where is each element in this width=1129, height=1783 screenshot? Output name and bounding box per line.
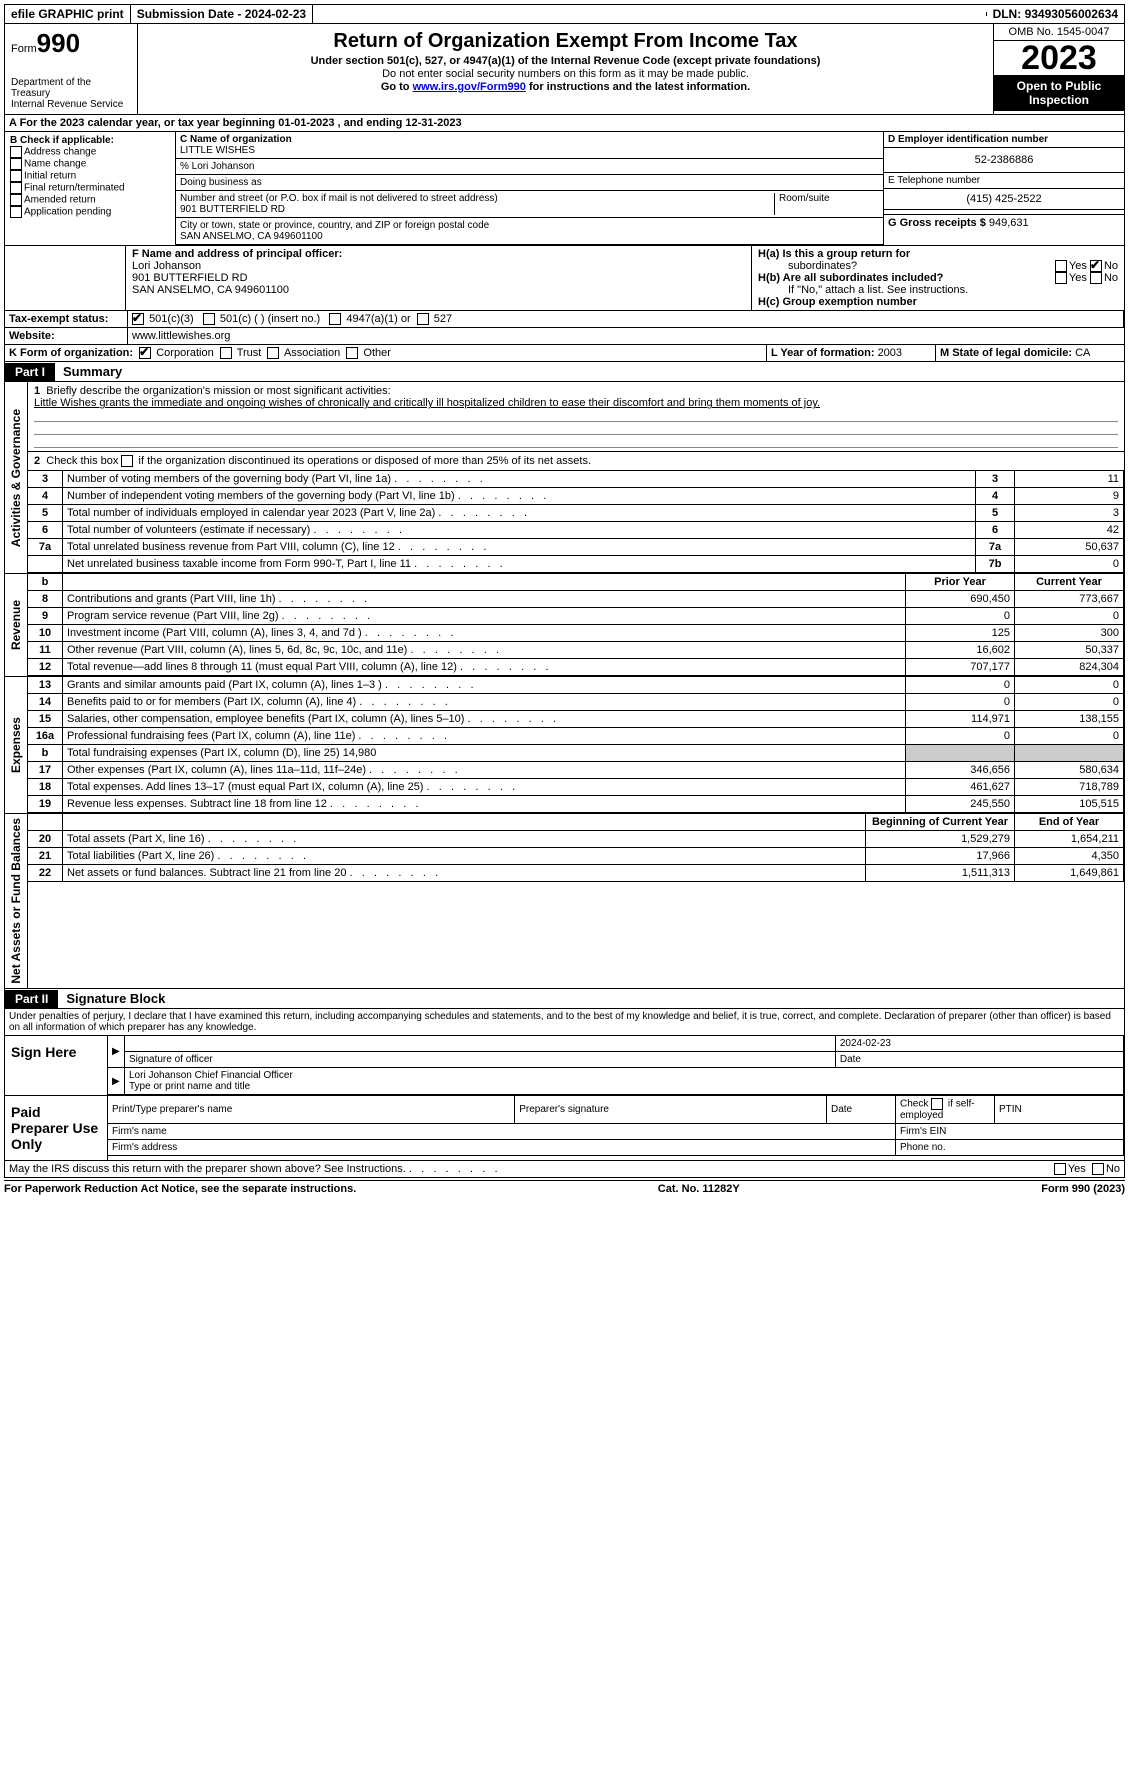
section-f: F Name and address of principal officer:… [126,246,751,310]
submission-date: Submission Date - 2024-02-23 [131,5,313,23]
subtitle-3: Go to www.irs.gov/Form990 for instructio… [146,81,985,93]
fh-block: F Name and address of principal officer:… [4,246,1125,311]
footer: For Paperwork Reduction Act Notice, see … [4,1180,1125,1195]
subtitle-2: Do not enter social security numbers on … [146,68,985,80]
section-b: B Check if applicable: Address change Na… [5,132,176,245]
dept: Department of the Treasury [11,77,131,99]
irs-link[interactable]: www.irs.gov/Form990 [413,81,526,93]
part1-header: Part I Summary [4,362,1125,382]
part2-header: Part II Signature Block [4,989,1125,1009]
efile-label: efile GRAPHIC print [5,5,131,23]
gov-section: Activities & Governance 1 Briefly descri… [4,382,1125,574]
info-block: B Check if applicable: Address change Na… [4,132,1125,246]
line-a: A For the 2023 calendar year, or tax yea… [4,115,1125,132]
section-h: H(a) Is this a group return for subordin… [751,246,1124,310]
line-j: Website: www.littlewishes.org [4,328,1125,345]
section-d: D Employer identification number 52-2386… [883,132,1124,245]
dln: DLN: 93493056002634 [987,5,1124,23]
net-section: Net Assets or Fund Balances Beginning of… [4,814,1125,989]
tax-year: 2023 [994,41,1124,75]
section-c: C Name of organizationLITTLE WISHES % Lo… [176,132,1124,245]
rev-section: Revenue bPrior YearCurrent Year8Contribu… [4,574,1125,677]
line-i: Tax-exempt status: 501(c)(3) 501(c) ( ) … [4,311,1125,328]
line-k: K Form of organization: Corporation Trus… [4,345,1125,362]
sign-here: Sign Here ▶2024-02-23 Signature of offic… [4,1036,1125,1096]
exp-section: Expenses 13Grants and similar amounts pa… [4,677,1125,814]
title: Return of Organization Exempt From Incom… [146,30,985,53]
irs: Internal Revenue Service [11,99,131,110]
open-inspection: Open to Public Inspection [994,75,1124,111]
perjury-text: Under penalties of perjury, I declare th… [4,1009,1125,1036]
subtitle-1: Under section 501(c), 527, or 4947(a)(1)… [146,55,985,67]
discuss-row: May the IRS discuss this return with the… [4,1161,1125,1178]
form-number: Form990 [11,28,131,59]
header: Form990 Department of the Treasury Inter… [4,24,1125,115]
topbar: efile GRAPHIC print Submission Date - 20… [4,4,1125,24]
paid-preparer: Paid Preparer Use Only Print/Type prepar… [4,1096,1125,1161]
